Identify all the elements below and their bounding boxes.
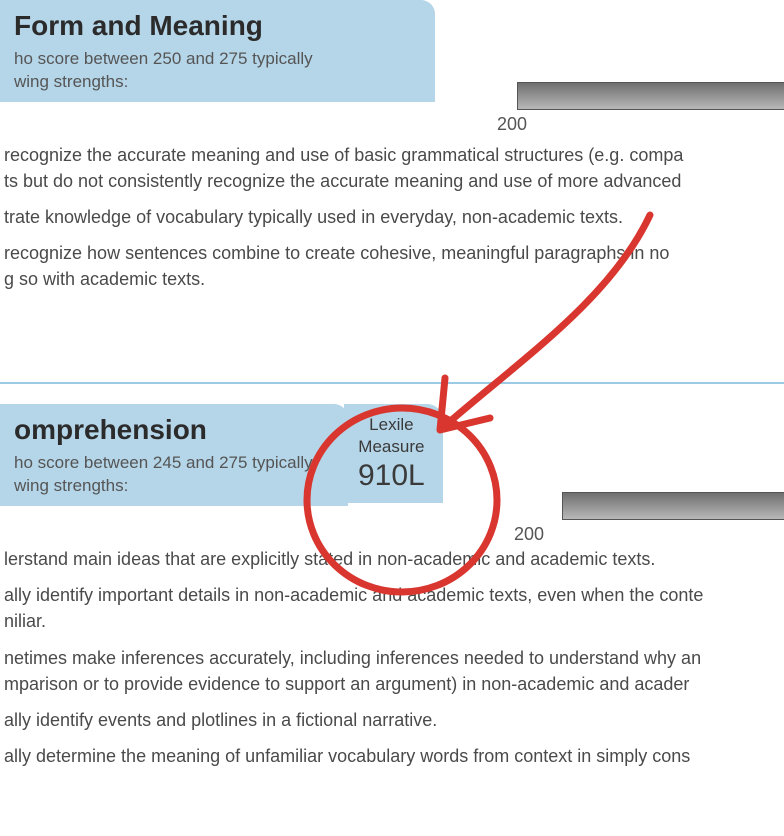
body-line: netimes make inferences accurately, incl… — [4, 645, 780, 671]
comprehension-header: omprehension ho score between 245 and 27… — [0, 404, 348, 506]
body-line: niliar. — [4, 608, 780, 634]
comprehension-sub1: ho score between 245 and 275 typically — [14, 452, 334, 475]
form-meaning-header: Form and Meaning ho score between 250 an… — [0, 0, 435, 102]
lexile-label-line2: Measure — [358, 436, 425, 457]
comprehension-body: lerstand main ideas that are explicitly … — [0, 546, 784, 769]
body-line: lerstand main ideas that are explicitly … — [4, 546, 780, 572]
form-meaning-sub1: ho score between 250 and 275 typically — [14, 48, 421, 71]
lexile-label-line1: Lexile — [358, 414, 425, 435]
body-line: recognize how sentences combine to creat… — [4, 240, 780, 266]
form-meaning-sub2: wing strengths: — [14, 71, 421, 94]
lexile-measure-box: Lexile Measure 910L — [344, 404, 443, 503]
form-meaning-title: Form and Meaning — [14, 10, 421, 42]
scale-bar — [517, 82, 784, 110]
form-meaning-scale: 200 — [517, 82, 784, 135]
body-line: ts but do not consistently recognize the… — [4, 168, 780, 194]
section-divider — [0, 382, 784, 384]
scale-tick-200: 200 — [514, 524, 784, 545]
body-line: g so with academic texts. — [4, 266, 780, 292]
body-line: trate knowledge of vocabulary typically … — [4, 204, 780, 230]
body-line: mparison or to provide evidence to suppo… — [4, 671, 780, 697]
body-line: ally identify events and plotlines in a … — [4, 707, 780, 733]
comprehension-title: omprehension — [14, 414, 334, 446]
lexile-value: 910L — [358, 459, 425, 493]
body-line: ally identify important details in non-a… — [4, 582, 780, 608]
body-line: ally determine the meaning of unfamiliar… — [4, 743, 780, 769]
comprehension-sub2: wing strengths: — [14, 475, 334, 498]
scale-tick-200: 200 — [497, 114, 784, 135]
scale-bar — [562, 492, 784, 520]
form-meaning-body: recognize the accurate meaning and use o… — [0, 142, 784, 292]
body-line: recognize the accurate meaning and use o… — [4, 142, 780, 168]
comprehension-scale: 200 — [562, 492, 784, 545]
